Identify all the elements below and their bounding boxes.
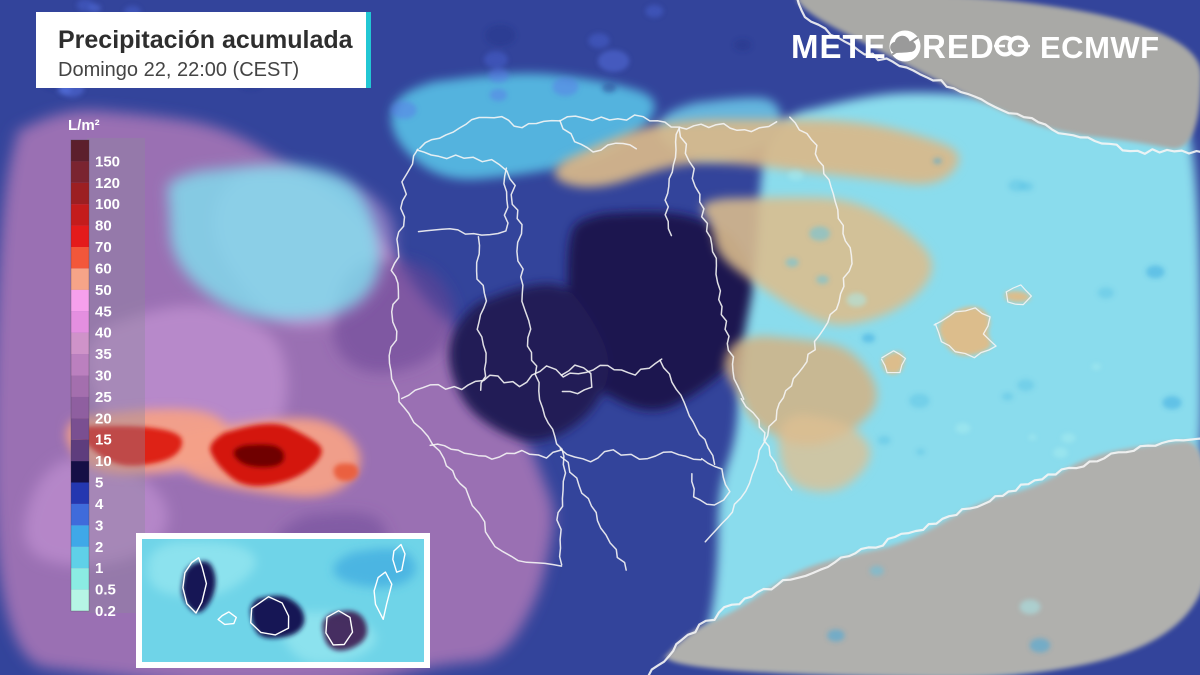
svg-text:Domingo 22, 22:00 (CEST): Domingo 22, 22:00 (CEST) [58,59,299,81]
svg-text:30: 30 [95,368,112,385]
svg-text:100: 100 [95,196,120,213]
svg-text:120: 120 [95,175,120,192]
svg-text:10: 10 [95,453,112,470]
svg-text:RED: RED [922,28,995,65]
svg-text:60: 60 [95,261,112,278]
svg-text:25: 25 [95,389,112,406]
svg-text:50: 50 [95,282,112,299]
svg-text:80: 80 [95,218,112,235]
svg-text:1: 1 [95,560,103,577]
svg-text:0.2: 0.2 [95,603,116,620]
svg-text:ECMWF: ECMWF [1040,30,1160,65]
svg-text:40: 40 [95,325,112,342]
svg-text:Precipitación acumulada: Precipitación acumulada [58,26,354,54]
svg-text:METE: METE [791,28,887,65]
svg-text:0.5: 0.5 [95,582,116,599]
svg-text:5: 5 [95,475,103,492]
svg-text:45: 45 [95,303,112,320]
svg-text:15: 15 [95,432,112,449]
svg-text:20: 20 [95,410,112,427]
svg-text:35: 35 [95,346,112,363]
svg-text:4: 4 [95,496,104,513]
svg-text:L/m²: L/m² [68,117,100,134]
svg-text:2: 2 [95,539,103,556]
svg-text:3: 3 [95,517,103,534]
svg-text:70: 70 [95,239,112,256]
svg-text:150: 150 [95,153,120,170]
